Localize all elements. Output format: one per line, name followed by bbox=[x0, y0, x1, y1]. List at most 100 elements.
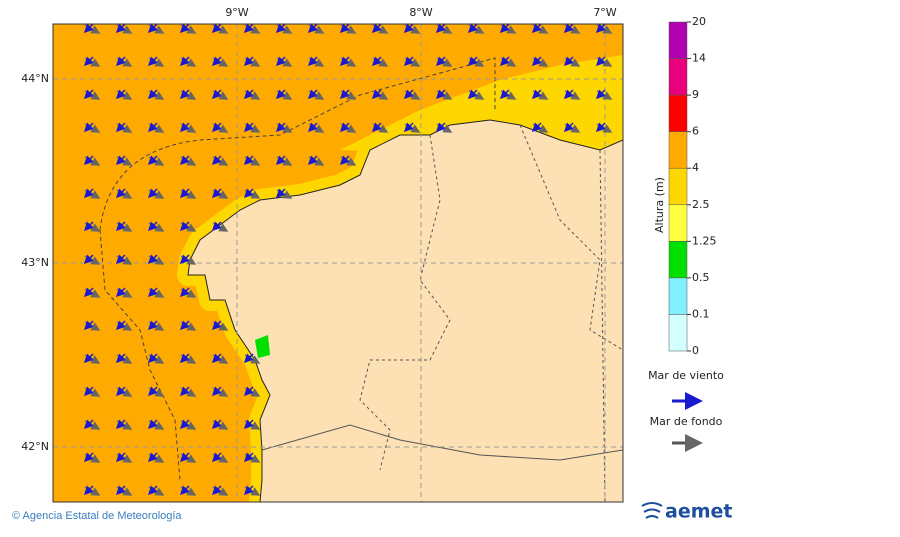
wind-sea-arrow bbox=[147, 56, 158, 67]
wind-sea-arrow bbox=[467, 89, 478, 100]
lon-label: 8°W bbox=[409, 6, 432, 19]
wind-sea-arrow bbox=[371, 122, 382, 133]
wind-sea-arrow bbox=[83, 155, 94, 166]
lat-label: 44°N bbox=[21, 72, 49, 85]
wind-sea-arrow bbox=[147, 353, 158, 364]
wind-sea-arrow bbox=[595, 89, 606, 100]
wind-sea-arrow bbox=[211, 386, 222, 397]
wind-sea-arrow bbox=[275, 24, 286, 34]
wind-sea-arrow bbox=[307, 122, 318, 133]
map bbox=[53, 24, 623, 502]
colorbar-label: 9 bbox=[692, 88, 699, 101]
colorbar-label: 14 bbox=[692, 52, 706, 65]
wind-sea-arrow bbox=[147, 188, 158, 199]
wind-sea-arrow bbox=[371, 56, 382, 67]
wind-sea-arrow bbox=[403, 24, 414, 34]
wind-sea-arrow bbox=[83, 452, 94, 463]
wind-sea-arrow bbox=[307, 89, 318, 100]
wind-sea-arrow bbox=[115, 287, 126, 298]
lat-label: 43°N bbox=[21, 256, 49, 269]
wind-sea-arrow bbox=[403, 89, 414, 100]
wind-sea-arrow bbox=[179, 122, 190, 133]
wind-sea-arrow bbox=[595, 24, 606, 34]
wind-sea-arrow bbox=[371, 24, 382, 34]
wind-sea-arrow bbox=[147, 287, 158, 298]
wind-sea-arrow bbox=[83, 122, 94, 133]
wind-sea-arrow bbox=[275, 89, 286, 100]
wind-sea-arrow bbox=[595, 122, 606, 133]
wind-sea-arrow bbox=[115, 89, 126, 100]
wind-sea-arrow bbox=[83, 24, 94, 34]
wind-sea-arrow bbox=[147, 89, 158, 100]
wind-sea-arrow bbox=[147, 452, 158, 463]
coastline bbox=[187, 119, 623, 502]
colorbar-label: 4 bbox=[692, 161, 699, 174]
wind-sea-arrow bbox=[339, 122, 350, 133]
wind-sea-arrow bbox=[179, 254, 190, 265]
wind-sea-arrow bbox=[275, 188, 286, 199]
wind-sea-arrow bbox=[179, 56, 190, 67]
wind-sea-arrow bbox=[339, 155, 350, 166]
wind-sea-arrow bbox=[179, 89, 190, 100]
wind-sea-arrow bbox=[115, 188, 126, 199]
wind-sea-arrow bbox=[179, 24, 190, 34]
colorbar-label: 20 bbox=[692, 15, 706, 28]
wind-sea-arrow bbox=[83, 89, 94, 100]
logo: aemet bbox=[665, 501, 732, 523]
colorbar-segment bbox=[668, 58, 688, 96]
wind-sea-arrow bbox=[179, 188, 190, 199]
wind-sea-arrow bbox=[179, 155, 190, 166]
wind-sea-arrow bbox=[243, 122, 254, 133]
wind-sea-arrow bbox=[339, 56, 350, 67]
wind-sea-arrow bbox=[147, 419, 158, 430]
colorbar-title: Altura (m) bbox=[653, 177, 666, 233]
wind-sea-arrow bbox=[563, 122, 574, 133]
wind-sea-arrow bbox=[211, 89, 222, 100]
colorbar-segment bbox=[668, 21, 688, 59]
wind-sea-arrow bbox=[179, 221, 190, 232]
wind-sea-arrow bbox=[211, 485, 222, 496]
colorbar-segment bbox=[668, 204, 688, 242]
wind-sea-arrow bbox=[115, 353, 126, 364]
wind-sea-arrow bbox=[211, 24, 222, 34]
colorbar-label: 1.25 bbox=[692, 234, 717, 247]
wind-sea-arrow bbox=[499, 24, 510, 34]
wind-sea-arrow bbox=[179, 386, 190, 397]
wind-sea-arrow bbox=[243, 386, 254, 397]
wind-sea-arrow bbox=[243, 353, 254, 364]
logo-icon bbox=[641, 502, 663, 519]
map-frame bbox=[52, 23, 624, 503]
wind-sea-arrow bbox=[147, 24, 158, 34]
wind-sea-arrow bbox=[83, 485, 94, 496]
wind-sea-arrow bbox=[83, 188, 94, 199]
wind-sea-arrow bbox=[83, 419, 94, 430]
arrows bbox=[83, 24, 613, 496]
wind-sea-arrow bbox=[115, 485, 126, 496]
wind-sea-arrow bbox=[211, 155, 222, 166]
estuary bbox=[255, 335, 270, 358]
wind-sea-arrow bbox=[115, 419, 126, 430]
wind-sea-arrow bbox=[243, 24, 254, 34]
wind-sea-arrow bbox=[307, 155, 318, 166]
wind-sea-arrow bbox=[83, 56, 94, 67]
wind-sea-arrow bbox=[147, 485, 158, 496]
wind-sea-arrow bbox=[115, 254, 126, 265]
colorbar-label: 0 bbox=[692, 344, 699, 357]
wind-sea-arrow bbox=[307, 24, 318, 34]
wind-sea-arrow bbox=[211, 188, 222, 199]
wind-sea-arrow bbox=[115, 221, 126, 232]
province-border bbox=[359, 124, 623, 502]
wind-sea-arrow bbox=[83, 287, 94, 298]
wind-sea-arrow bbox=[115, 122, 126, 133]
wind-sea-arrow bbox=[243, 56, 254, 67]
wind-sea-arrow bbox=[499, 89, 510, 100]
wind-sea-arrow bbox=[115, 24, 126, 34]
wind-sea-arrow bbox=[179, 287, 190, 298]
wind-sea-arrow bbox=[83, 320, 94, 331]
wind-sea-arrow bbox=[243, 452, 254, 463]
wind-sea-arrow bbox=[435, 56, 446, 67]
wind-sea-arrow bbox=[115, 56, 126, 67]
wind-sea-arrow bbox=[179, 353, 190, 364]
wind-sea-arrow bbox=[147, 320, 158, 331]
